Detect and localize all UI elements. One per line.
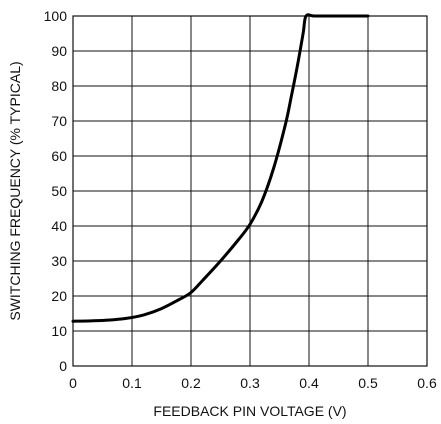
y-axis-label: SWITCHING FREQUENCY (% TYPICAL) [7, 61, 23, 320]
plot-frame [72, 15, 428, 367]
y-tick-label: 100 [44, 8, 68, 24]
x-tick-label: 0.4 [299, 375, 319, 391]
x-tick-label: 0.6 [417, 375, 437, 391]
y-tick-label: 50 [51, 183, 67, 199]
y-tick-label: 60 [51, 148, 67, 164]
x-tick-label: 0.2 [181, 375, 201, 391]
series-layer [71, 13, 370, 323]
x-tick-label: 0.3 [240, 375, 260, 391]
y-tick-labels: 0 10 20 30 40 50 60 70 80 90 100 [44, 8, 68, 374]
y-tick-label: 70 [51, 113, 67, 129]
x-tick-labels: 0 0.1 0.2 0.3 0.4 0.5 0.6 [69, 375, 437, 391]
y-tick-label: 20 [51, 288, 67, 304]
y-tick-label: 30 [51, 253, 67, 269]
grid-lines [72, 15, 428, 367]
series-line [71, 13, 370, 323]
x-tick-label: 0.5 [358, 375, 378, 391]
x-tick-label: 0 [69, 375, 77, 391]
y-tick-label: 40 [51, 218, 67, 234]
x-axis-label: FEEDBACK PIN VOLTAGE (V) [153, 403, 346, 419]
y-tick-label: 0 [59, 358, 67, 374]
y-tick-label: 80 [51, 78, 67, 94]
x-tick-label: 0.1 [122, 375, 142, 391]
y-tick-label: 10 [51, 323, 67, 339]
y-tick-label: 90 [51, 43, 67, 59]
